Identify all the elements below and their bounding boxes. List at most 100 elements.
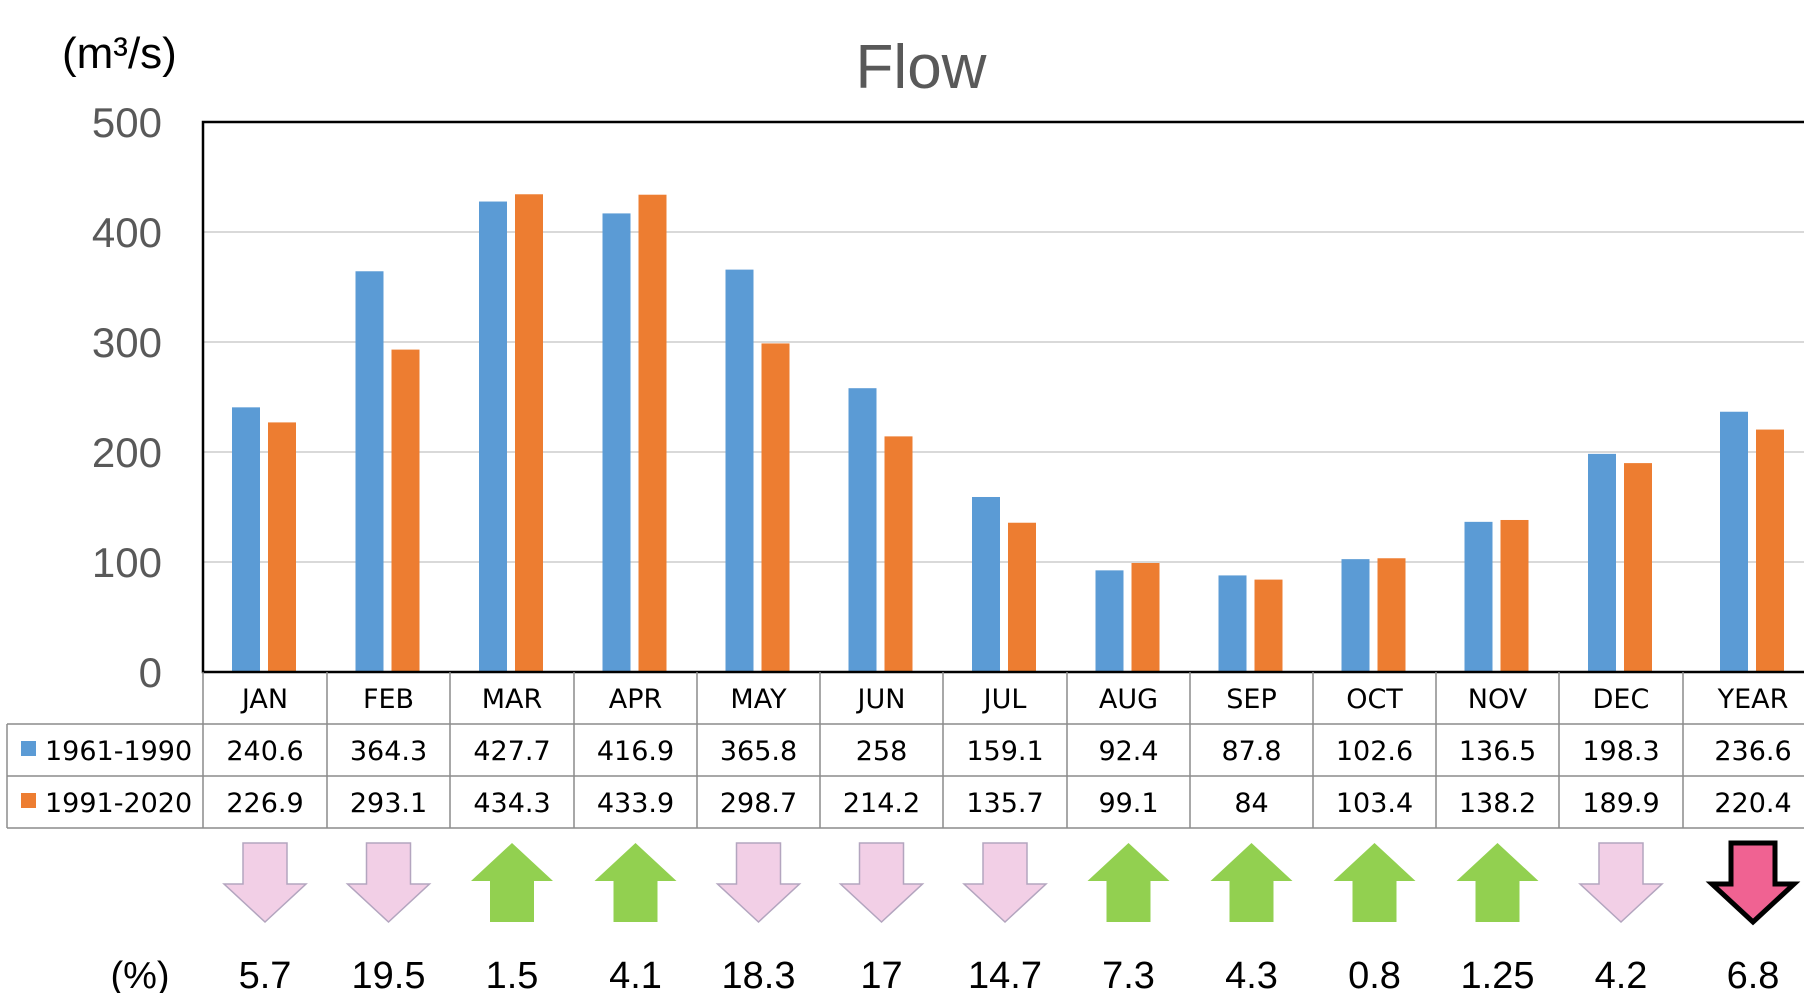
x-tick-label: DEC bbox=[1593, 684, 1650, 715]
change-percent-row: (%) 5.7 19.5 1.5 4.1 18.3 17 14.7 7.3 4.3 0.8 1.25 4… bbox=[110, 955, 1779, 993]
arrow-up-icon bbox=[471, 843, 553, 922]
bar-series2 bbox=[1624, 463, 1652, 672]
arrow-down-icon bbox=[1705, 840, 1801, 926]
data-label: 102.6 bbox=[1336, 736, 1413, 767]
percent-change-value: 1.5 bbox=[486, 955, 539, 993]
data-label: 293.1 bbox=[350, 788, 427, 819]
x-tick-label: JAN bbox=[240, 684, 288, 715]
bar-series1 bbox=[479, 201, 507, 672]
data-label: 427.7 bbox=[473, 736, 550, 767]
percent-change-value: 5.7 bbox=[239, 955, 292, 993]
bar-series2 bbox=[1756, 429, 1784, 672]
percent-change-value: 1.25 bbox=[1461, 955, 1535, 993]
data-label: 87.8 bbox=[1221, 736, 1281, 767]
arrow-down-icon bbox=[962, 842, 1048, 924]
percent-change-value: 18.3 bbox=[722, 955, 796, 993]
x-tick-label: APR bbox=[609, 684, 663, 715]
bar-series2 bbox=[1254, 579, 1283, 672]
percent-change-value: 6.8 bbox=[1727, 955, 1780, 993]
bar-series1 bbox=[848, 388, 877, 672]
data-label: 240.6 bbox=[226, 736, 303, 767]
data-label: 416.9 bbox=[597, 736, 674, 767]
bar-series1 bbox=[1464, 521, 1493, 672]
arrow-down-icon bbox=[345, 842, 432, 924]
x-tick-label: AUG bbox=[1099, 684, 1158, 715]
x-tick-label: JUL bbox=[982, 684, 1027, 715]
arrow-down-icon bbox=[222, 842, 308, 924]
x-tick-label: FEB bbox=[363, 684, 414, 715]
legend-swatch bbox=[21, 741, 36, 756]
bar-series2 bbox=[391, 349, 420, 672]
arrow-up-icon bbox=[1333, 843, 1416, 922]
data-label: 159.1 bbox=[966, 736, 1043, 767]
arrow-down-icon bbox=[838, 842, 925, 924]
data-label: 365.8 bbox=[720, 736, 797, 767]
bar-series2 bbox=[1377, 558, 1406, 672]
legend-swatch bbox=[21, 793, 36, 808]
bar-series1 bbox=[1720, 411, 1748, 672]
percent-change-value: 0.8 bbox=[1348, 955, 1401, 993]
bar-series1 bbox=[972, 496, 1000, 672]
bar-series1 bbox=[1588, 453, 1616, 672]
bar-series2 bbox=[268, 422, 296, 672]
change-arrows bbox=[222, 840, 1801, 926]
x-tick-label: SEP bbox=[1226, 684, 1276, 715]
x-tick-label: MAY bbox=[730, 684, 787, 715]
plot-frame bbox=[201, 120, 1804, 674]
y-axis-unit: (m³/s) bbox=[62, 29, 177, 78]
percent-change-value: 19.5 bbox=[352, 955, 426, 993]
x-tick-label: YEAR bbox=[1717, 684, 1789, 715]
percent-change-value: 4.1 bbox=[609, 955, 662, 993]
data-label: 364.3 bbox=[350, 736, 427, 767]
arrow-up-icon bbox=[1087, 843, 1170, 922]
y-tick-label: 500 bbox=[92, 99, 162, 146]
bar-series1 bbox=[1095, 570, 1124, 672]
y-tick-label: 200 bbox=[92, 429, 162, 476]
bar-series2 bbox=[884, 436, 913, 672]
bar-series1 bbox=[602, 213, 631, 672]
legend-label: 1991-2020 bbox=[45, 788, 192, 819]
bar-series2 bbox=[1008, 522, 1036, 672]
x-tick-label: OCT bbox=[1346, 684, 1403, 715]
data-label: 99.1 bbox=[1098, 788, 1158, 819]
bar-series1 bbox=[355, 271, 384, 672]
data-label: 103.4 bbox=[1336, 788, 1413, 819]
percent-change-value: 7.3 bbox=[1102, 955, 1155, 993]
percent-change-value: 14.7 bbox=[968, 955, 1042, 993]
y-tick-label: 100 bbox=[92, 539, 162, 586]
percent-change-value: 4.2 bbox=[1595, 955, 1648, 993]
percent-change-value: 17 bbox=[860, 955, 902, 993]
data-label: 298.7 bbox=[720, 788, 797, 819]
y-tick-label: 400 bbox=[92, 209, 162, 256]
percent-row-label: (%) bbox=[110, 955, 169, 993]
data-label: 258 bbox=[856, 736, 908, 767]
data-label: 434.3 bbox=[473, 788, 550, 819]
data-label: 84 bbox=[1234, 788, 1268, 819]
chart-title: Flow bbox=[856, 33, 987, 102]
x-tick-label: MAR bbox=[482, 684, 543, 715]
data-label: 214.2 bbox=[843, 788, 920, 819]
y-axis-ticks: 0 100 200 300 400 500 bbox=[92, 99, 162, 696]
bar-series1 bbox=[1218, 575, 1247, 672]
x-tick-label: NOV bbox=[1468, 684, 1528, 715]
data-label: 135.7 bbox=[966, 788, 1043, 819]
data-label: 433.9 bbox=[597, 788, 674, 819]
bar-series2 bbox=[761, 343, 790, 672]
y-tick-label: 300 bbox=[92, 319, 162, 366]
data-label: 236.6 bbox=[1714, 736, 1791, 767]
y-tick-label: 0 bbox=[139, 649, 162, 696]
arrow-down-icon bbox=[1578, 842, 1664, 924]
data-label: 226.9 bbox=[226, 788, 303, 819]
x-tick-label: JUN bbox=[856, 684, 906, 715]
bars bbox=[232, 194, 1784, 672]
arrow-down-icon bbox=[715, 842, 802, 924]
arrow-up-icon bbox=[594, 843, 677, 922]
data-label: 92.4 bbox=[1098, 736, 1158, 767]
bar-series1 bbox=[725, 269, 754, 672]
data-label: 136.5 bbox=[1459, 736, 1536, 767]
arrow-up-icon bbox=[1456, 843, 1539, 922]
data-table: JAN FEB MAR APR MAY JUN JUL AUG SEP OCT NOV DEC YEAR… bbox=[6, 672, 1804, 829]
bar-series2 bbox=[1131, 562, 1160, 672]
data-label: 189.9 bbox=[1582, 788, 1659, 819]
